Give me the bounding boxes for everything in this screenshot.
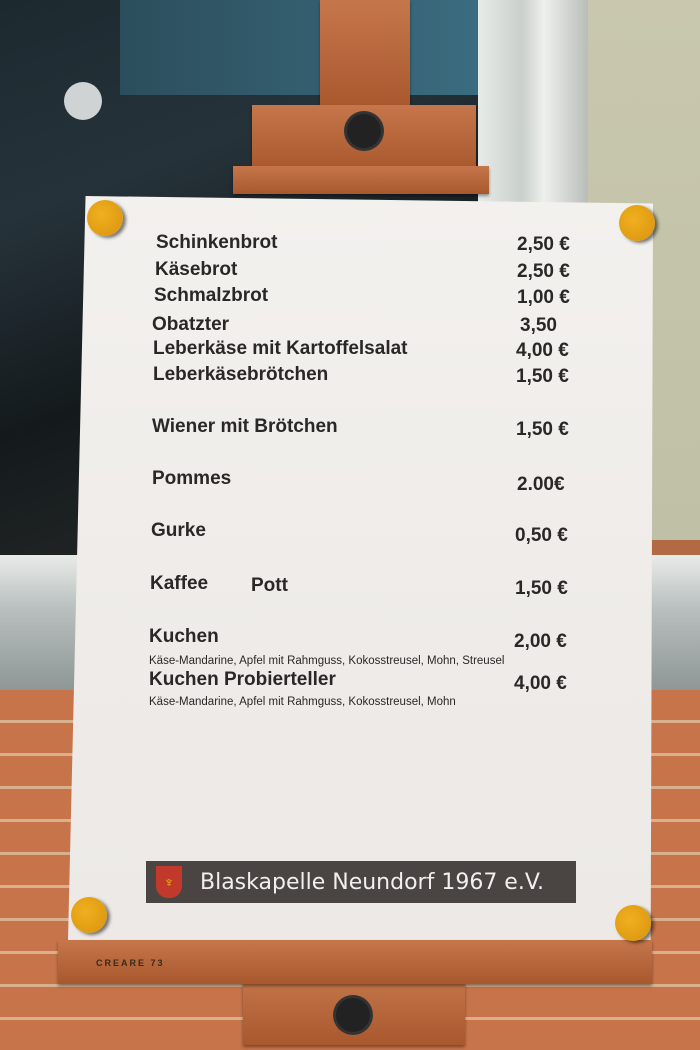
sky-reflection [120, 0, 480, 95]
magnet-bottom-left [71, 897, 107, 933]
club-name: Blaskapelle Neundorf 1967 e.V. [200, 869, 545, 895]
menu-item-price: 1,00 € [517, 287, 570, 308]
menu-item-price: 1,50 € [516, 366, 569, 387]
menu-item-price: 4,00 € [516, 340, 569, 361]
menu-item-extra: Pott [251, 575, 288, 596]
menu-item-name: Wiener mit Brötchen [152, 416, 338, 437]
menu-item-price: 2,50 € [517, 261, 570, 282]
window-knob [64, 82, 102, 120]
menu-item-price: 3,50 [520, 315, 557, 336]
coat-of-arms-icon: ♆ [156, 866, 182, 898]
menu-item-price: 2,00 € [514, 631, 567, 652]
menu-item-description: Käse-Mandarine, Apfel mit Rahmguss, Koko… [149, 696, 456, 708]
menu-item-price: 2,50 € [517, 234, 570, 255]
menu-item-price: 4,00 € [514, 673, 567, 694]
menu-sheet [68, 196, 653, 948]
magnet-top-left [87, 200, 123, 236]
menu-item-name: Pommes [152, 468, 232, 489]
menu-item-name: Leberkäsebrötchen [153, 364, 329, 385]
menu-item-name: Kuchen Probierteller [149, 669, 336, 690]
menu-item-name: Obatzter [152, 314, 230, 335]
easel-top-ledge [233, 166, 489, 194]
menu-item-name: Leberkäse mit Kartoffelsalat [153, 338, 408, 359]
menu-item-description: Käse-Mandarine, Apfel mit Rahmguss, Koko… [149, 655, 505, 667]
menu-item-name: Käsebrot [155, 259, 238, 280]
magnet-bottom-right [615, 905, 651, 941]
screw-knob-top [347, 114, 381, 148]
screw-knob-bottom [336, 998, 370, 1032]
easel-brand-label: CREARE 73 [96, 958, 165, 968]
menu-item-name: Kaffee [150, 573, 209, 594]
menu-item-price: 1,50 € [516, 419, 569, 440]
menu-item-name: Gurke [151, 520, 206, 541]
club-banner: ♆ Blaskapelle Neundorf 1967 e.V. [146, 861, 576, 903]
magnet-top-right [619, 205, 655, 241]
easel-bottom-ledge [58, 940, 652, 984]
menu-item-price: 1,50 € [515, 578, 568, 599]
menu-item-price: 2.00€ [517, 474, 565, 495]
menu-item-name: Kuchen [149, 626, 219, 647]
menu-item-name: Schinkenbrot [156, 232, 278, 253]
menu-item-price: 0,50 € [515, 525, 568, 546]
menu-item-name: Schmalzbrot [154, 285, 269, 306]
easel-mast [320, 0, 410, 110]
